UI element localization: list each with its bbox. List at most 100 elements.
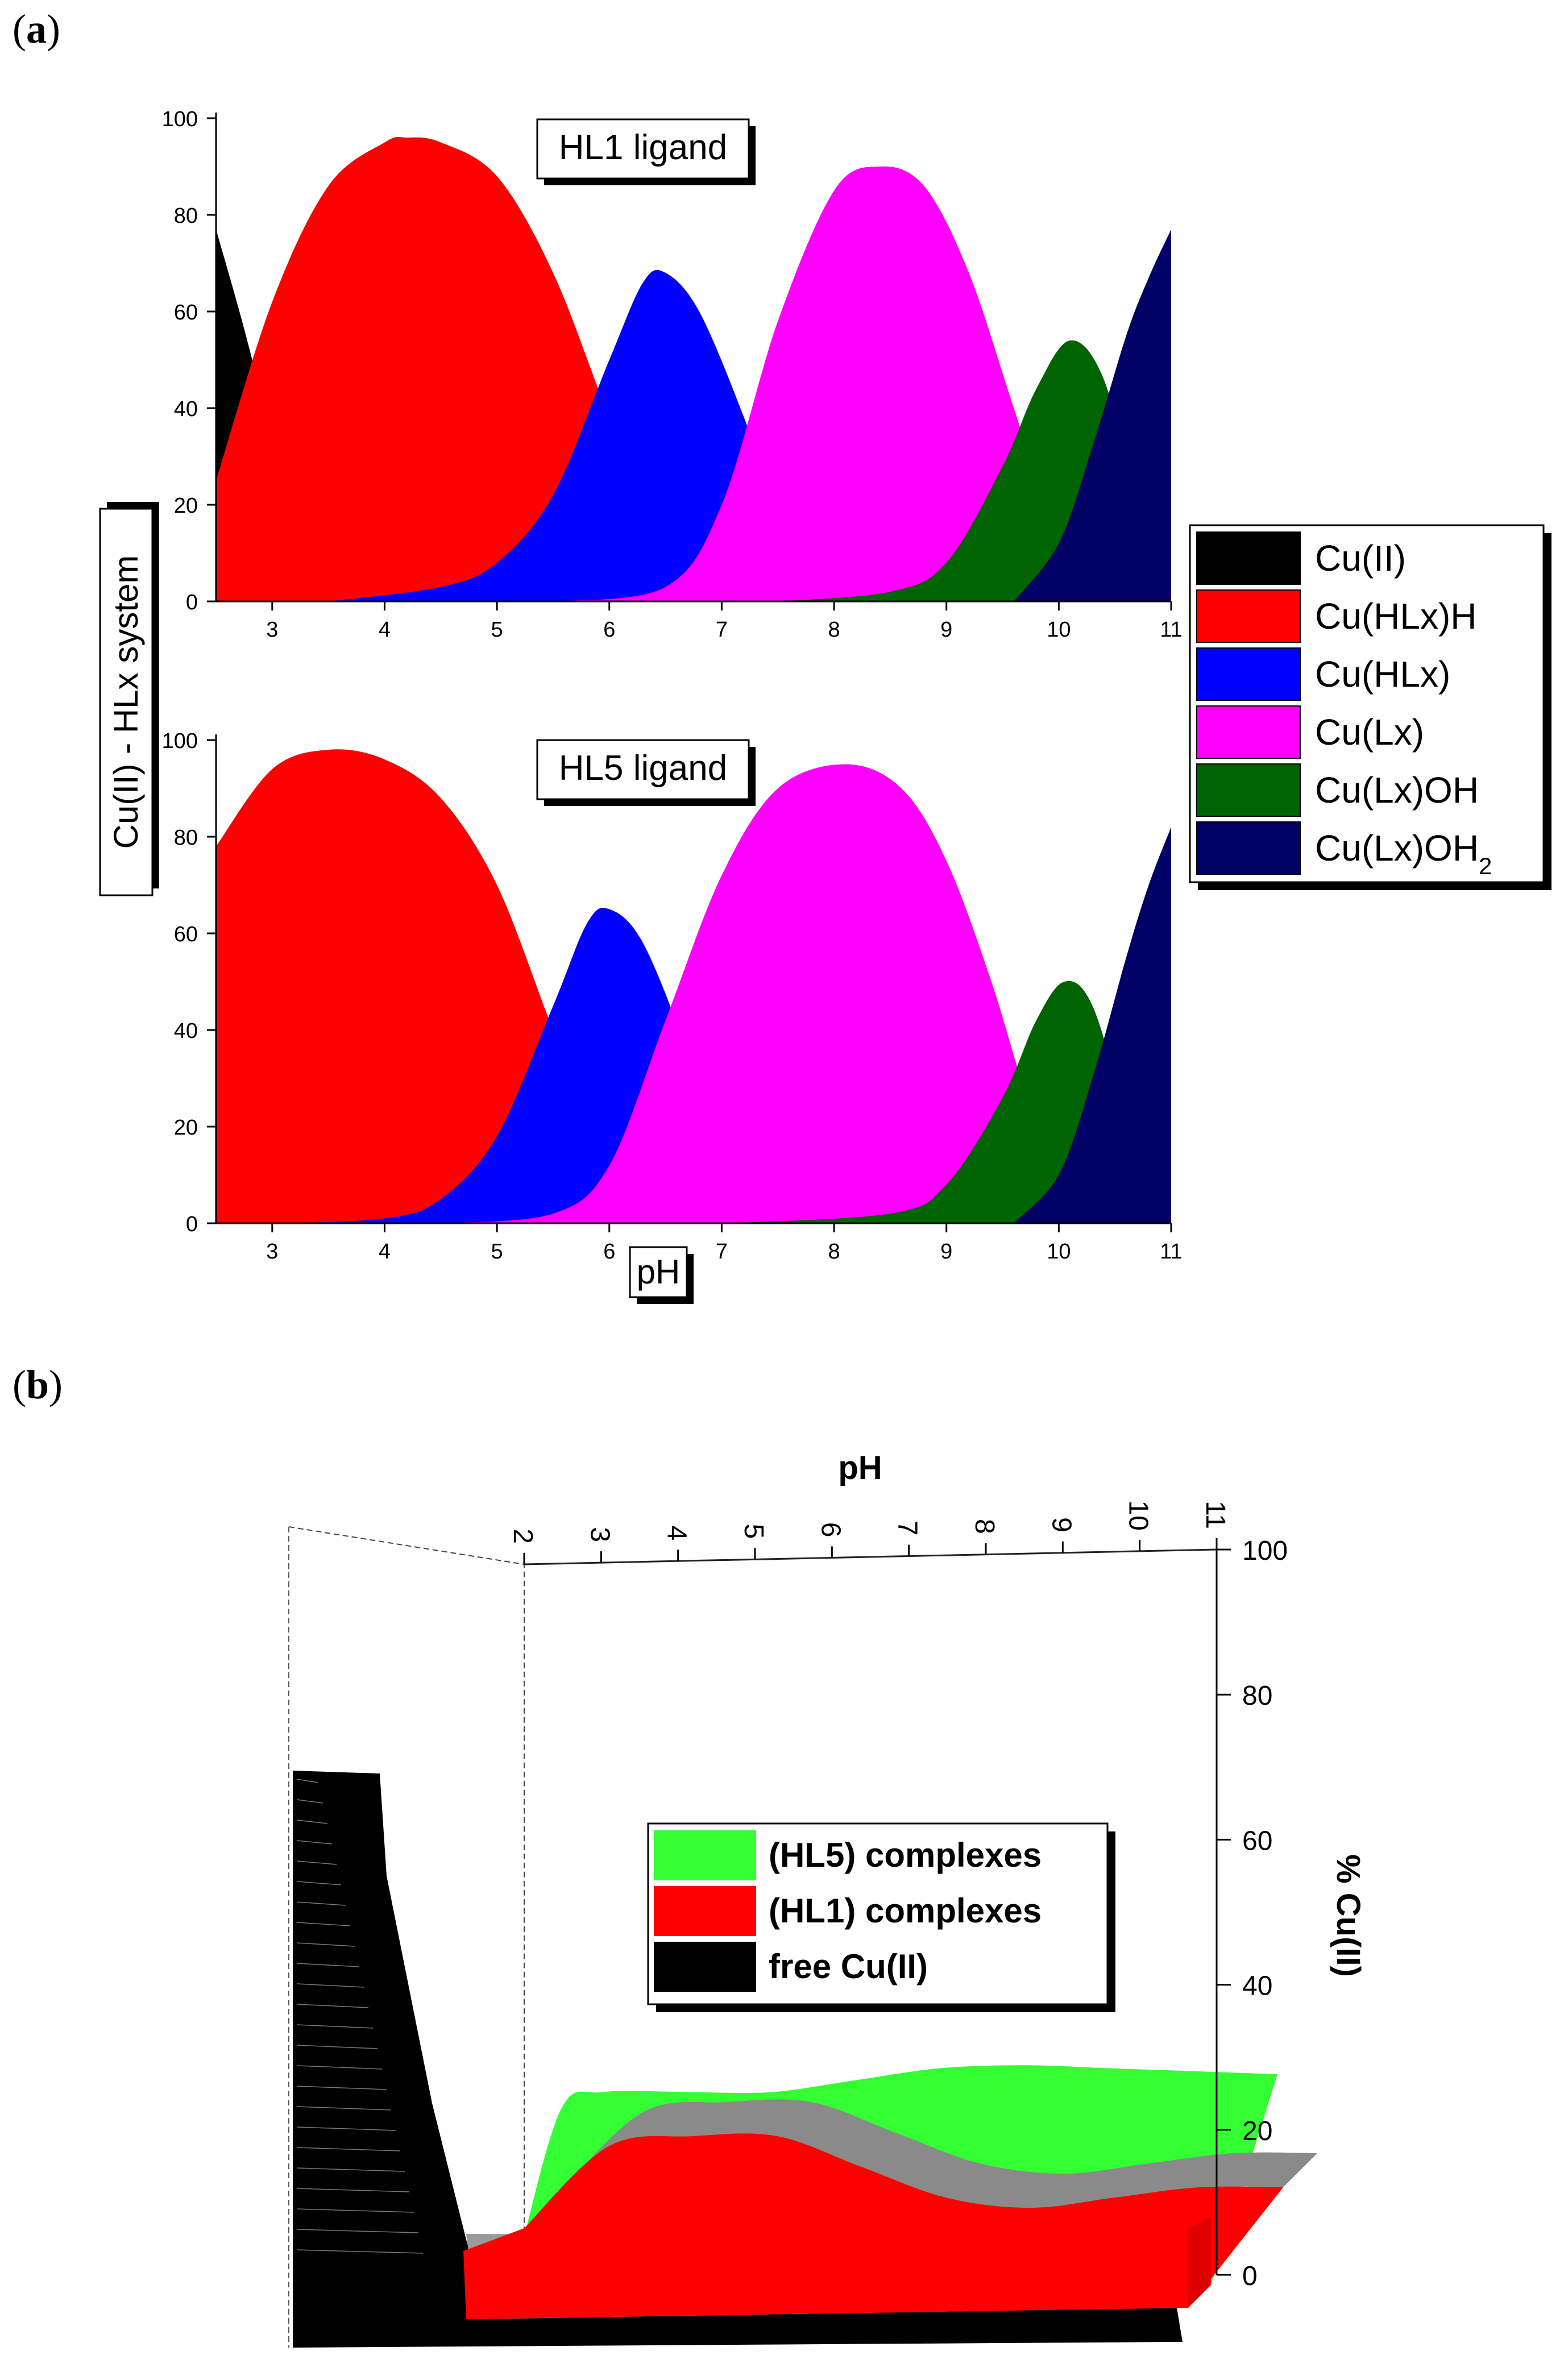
x-label-box (629, 1246, 688, 1298)
pct-axis-title: % Cu(II) (1330, 1854, 1367, 1977)
wall-grid-line (296, 2086, 387, 2090)
area-cu-hlx- (328, 269, 835, 601)
ph-tick-label: 5 (739, 1524, 769, 1539)
x-tick-label: 9 (940, 1240, 952, 1264)
area-cu-lx- (441, 764, 1081, 1223)
x-tick-label: 7 (716, 1240, 728, 1264)
subplot-title: HL5 ligand (559, 749, 727, 788)
wall-grid-line (296, 1840, 333, 1845)
legend-swatch (1196, 821, 1301, 875)
y-tick-label: 20 (174, 494, 198, 518)
area-free-cu (293, 1771, 1183, 2348)
wall-grid-line (296, 2229, 419, 2233)
wall-grid-line (296, 2249, 424, 2254)
y-tick-label: 100 (162, 729, 198, 753)
legend-a: Cu(II)Cu(HLx)HCu(HLx)Cu(Lx)Cu(Lx)OHCu(Lx… (1189, 524, 1551, 890)
wall-grid-line (296, 2126, 396, 2131)
hl1-side-face (1188, 2217, 1211, 2308)
wall-grid-line (296, 2188, 410, 2192)
y-tick-label: 80 (174, 204, 198, 228)
wall-grid-line (296, 2106, 392, 2111)
x-tick-label: 7 (716, 618, 728, 642)
y-tick-label: 60 (174, 923, 198, 946)
legend-swatch (1196, 705, 1301, 759)
ph-tick-label: 11 (1200, 1501, 1230, 1529)
legend-b-label: free Cu(II) (769, 1947, 928, 1986)
legend-subscript: 2 (1479, 853, 1492, 879)
y-tick-label: 20 (174, 1116, 198, 1140)
ph-tick-label: 4 (662, 1526, 692, 1541)
wall-grid-line (296, 1901, 346, 1906)
legend-b-swatch (654, 1830, 756, 1880)
wall-grid-line (296, 1942, 355, 1947)
wall-grid-line (296, 2167, 405, 2172)
wall-grid-line (296, 1799, 323, 1804)
legend-label: Cu(II) (1315, 538, 1406, 579)
y-label-box (99, 508, 154, 896)
title-box (536, 739, 750, 800)
wall-grid-line (296, 2045, 378, 2049)
subplot-hl1: 0 20 40 60 80 100 3 4 5 6 7 8 9 10 11 HL1 ligand (162, 107, 1183, 642)
y-tick-label: 100 (162, 107, 198, 131)
pct-tick-label: 100 (1242, 1536, 1288, 1566)
ph-tick-label: 7 (893, 1521, 923, 1536)
x-tick-label: 4 (379, 1240, 391, 1264)
legend-swatch (1196, 647, 1301, 701)
title-box (536, 118, 750, 180)
panel-a-label: (a) (13, 6, 60, 52)
x-tick-label: 10 (1047, 618, 1071, 642)
x-tick-label: 6 (603, 618, 615, 642)
wall-grid-line (296, 1860, 337, 1865)
legend-b-swatch (654, 1942, 756, 1992)
pct-tick-label: 60 (1242, 1826, 1272, 1856)
legend-swatch (1196, 589, 1301, 643)
x-tick-label: 8 (828, 1240, 840, 1264)
ph-tick-label: 6 (815, 1522, 845, 1538)
x-tick-label: 3 (266, 1240, 278, 1264)
legend-b: (HL5) complexes (HL1) complexes free Cu(II… (647, 1822, 1115, 2012)
panel-b-label: (b) (13, 1362, 63, 1407)
legend-b-label: (HL1) complexes (769, 1892, 1042, 1930)
area-cu-lx-oh2 (1014, 827, 1171, 1223)
ph-tick-label: 10 (1123, 1500, 1154, 1530)
legend-swatch (1196, 763, 1301, 817)
y-tick-label: 80 (174, 826, 198, 850)
pct-tick-label: 0 (1242, 2261, 1258, 2291)
y-tick-label: 40 (174, 1019, 198, 1043)
x-tick-label: 3 (266, 618, 278, 642)
wall-grid-line (296, 1881, 342, 1885)
y-tick-label: 0 (186, 1212, 198, 1236)
legend-b-label: (HL5) complexes (769, 1836, 1042, 1874)
x-tick-label: 6 (603, 1240, 615, 1264)
wall-grid-line (296, 1963, 360, 1967)
y-axis-title: Cu(II) - HLx system (107, 555, 145, 849)
subplot-hl5: 0 20 40 60 80 100 3 4 5 6 7 8 9 10 11 HL5 ligand (162, 729, 1183, 1264)
wall-grid-line (296, 1820, 328, 1824)
legend-label: Cu(HLx)H (1315, 596, 1476, 637)
y-tick-label: 0 (186, 591, 198, 614)
area-cu-lx-oh2 (1014, 229, 1171, 601)
x-tick-label: 11 (1160, 618, 1182, 642)
x-tick-label: 9 (940, 618, 952, 642)
area-cu-lx- (553, 166, 1104, 601)
hl1-top-surface (524, 2099, 1317, 2228)
ph-tick-label: 8 (969, 1519, 999, 1534)
wall-grid-line (296, 1983, 364, 1988)
ph-axis-line (524, 1548, 1217, 1565)
y-axis-label-a: Cu(II) - HLx system (99, 502, 159, 896)
pct-tick-label: 40 (1242, 1971, 1272, 2001)
x-tick-label: 8 (828, 618, 840, 642)
ph-tick-label: 9 (1046, 1517, 1076, 1532)
legend-b-swatch (654, 1886, 756, 1936)
ph-tick-label: 2 (508, 1528, 538, 1544)
wall-grid-line (296, 2024, 374, 2029)
area-hl1-complexes (463, 2133, 1283, 2319)
x-tick-label: 5 (491, 618, 503, 642)
legend-label: Cu(Lx)OH (1315, 770, 1479, 811)
legend-label: Cu(HLx) (1315, 654, 1450, 695)
pct-tick-label: 20 (1242, 2116, 1272, 2146)
wall-grid-line (296, 2208, 414, 2213)
x-axis-title: pH (637, 1253, 681, 1291)
legend-swatch (1196, 531, 1301, 585)
y-tick-label: 40 (174, 397, 198, 421)
